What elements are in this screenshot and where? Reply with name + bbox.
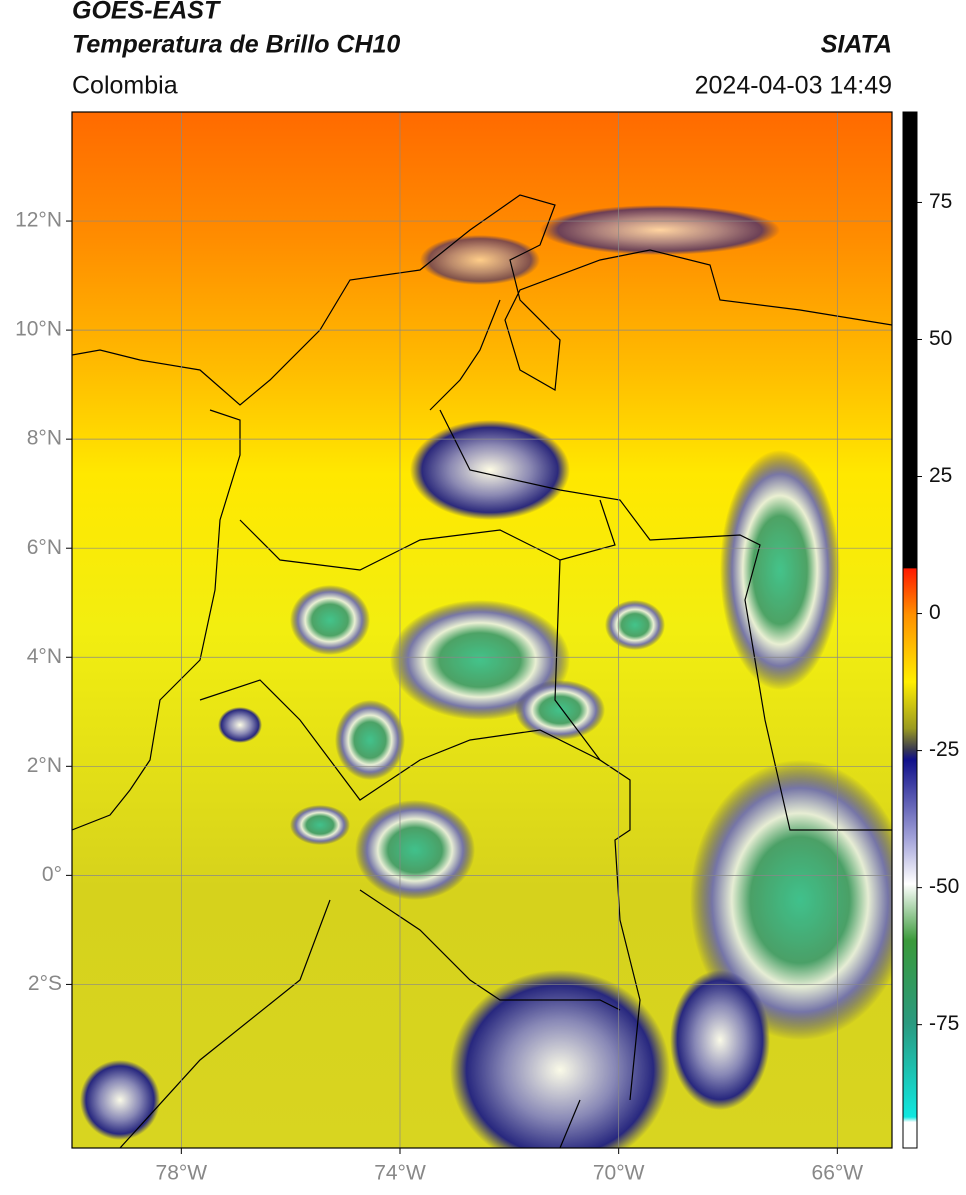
map-frame bbox=[71, 111, 893, 1149]
colorbar-tick-label: -25 bbox=[929, 738, 959, 761]
colorbar-tick-label: -50 bbox=[929, 875, 959, 898]
subtitle: Temperatura de Brillo CH10 bbox=[72, 31, 400, 59]
datetime: 2024-04-03 14:49 bbox=[695, 72, 892, 100]
y-tick-label: 0° bbox=[42, 863, 62, 886]
title: GOES-EAST bbox=[72, 0, 222, 25]
colorbar bbox=[902, 111, 918, 1149]
region: Colombia bbox=[72, 72, 178, 100]
colorbar-tick-label: 0 bbox=[929, 601, 941, 624]
y-tick-label: 6°N bbox=[27, 536, 62, 559]
y-tick-label: 12°N bbox=[15, 209, 62, 232]
source: SIATA bbox=[821, 31, 892, 59]
x-tick-label: 74°W bbox=[374, 1162, 426, 1185]
x-tick-label: 66°W bbox=[812, 1162, 864, 1185]
colorbar-tick-label: 50 bbox=[929, 327, 952, 350]
x-tick-label: 70°W bbox=[593, 1162, 645, 1185]
colorbar-tick-label: -75 bbox=[929, 1012, 959, 1035]
y-tick-label: 2°N bbox=[27, 754, 62, 777]
y-tick-label: 2°S bbox=[28, 972, 62, 995]
y-tick-label: 10°N bbox=[15, 318, 62, 341]
colorbar-tick-label: 25 bbox=[929, 464, 952, 487]
map-image bbox=[72, 112, 892, 1148]
y-tick-label: 4°N bbox=[27, 645, 62, 668]
colorbar-tick-label: 75 bbox=[929, 190, 952, 213]
x-tick-label: 78°W bbox=[156, 1162, 208, 1185]
y-tick-label: 8°N bbox=[27, 427, 62, 450]
